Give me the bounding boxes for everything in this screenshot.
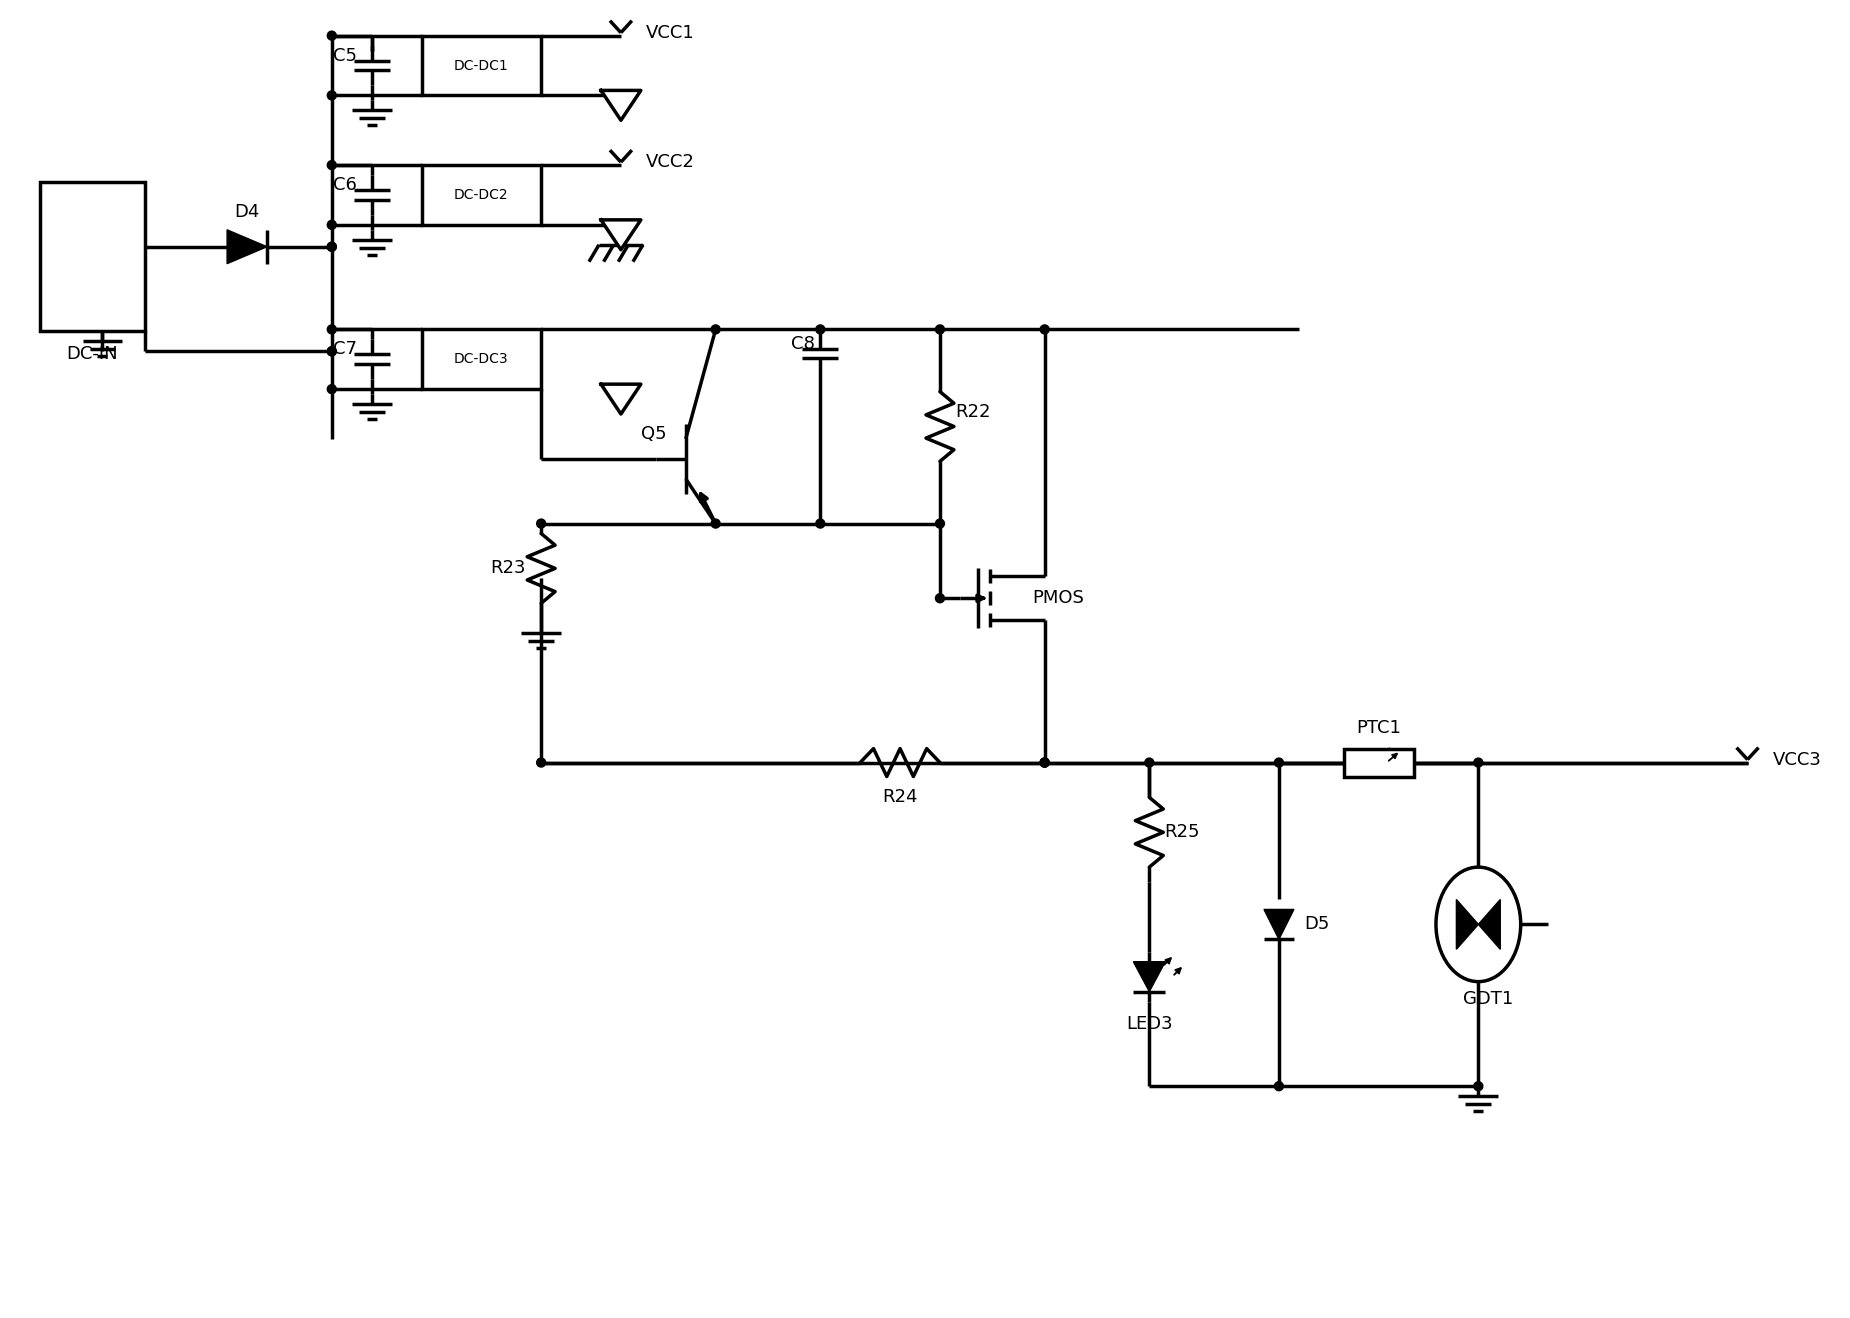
Bar — [422, 330, 542, 389]
Text: DC-IN: DC-IN — [67, 345, 118, 364]
Circle shape — [1040, 758, 1049, 767]
Circle shape — [536, 758, 546, 767]
Circle shape — [327, 326, 337, 333]
Circle shape — [710, 326, 720, 333]
Text: D4: D4 — [235, 203, 259, 221]
Bar — [39, 182, 146, 331]
Circle shape — [327, 385, 337, 394]
Bar — [422, 36, 542, 95]
Text: VCC2: VCC2 — [646, 153, 696, 171]
Polygon shape — [1264, 909, 1293, 940]
Text: GDT1: GDT1 — [1463, 990, 1513, 1008]
Circle shape — [1040, 326, 1049, 333]
Text: DC-DC1: DC-DC1 — [453, 58, 509, 72]
Polygon shape — [1134, 962, 1166, 991]
Circle shape — [1275, 758, 1284, 767]
Circle shape — [936, 519, 945, 529]
Circle shape — [327, 91, 337, 100]
Circle shape — [327, 161, 337, 170]
Circle shape — [327, 243, 337, 252]
Text: DC-DC2: DC-DC2 — [453, 188, 509, 202]
Text: VCC3: VCC3 — [1772, 750, 1820, 768]
Circle shape — [1474, 1082, 1484, 1091]
Circle shape — [816, 326, 825, 333]
Text: C7: C7 — [333, 340, 357, 358]
Circle shape — [1040, 758, 1049, 767]
Text: R22: R22 — [955, 402, 990, 420]
Polygon shape — [601, 91, 640, 120]
Circle shape — [1040, 758, 1049, 767]
Text: VCC1: VCC1 — [646, 24, 694, 42]
Text: R24: R24 — [882, 788, 918, 807]
Text: D5: D5 — [1304, 916, 1330, 933]
Text: R23: R23 — [490, 559, 525, 577]
Circle shape — [1474, 758, 1484, 767]
Circle shape — [936, 326, 945, 333]
Circle shape — [816, 519, 825, 529]
Polygon shape — [1456, 899, 1478, 949]
Circle shape — [327, 32, 337, 40]
Text: R25: R25 — [1164, 824, 1201, 841]
Text: PTC1: PTC1 — [1356, 718, 1400, 737]
Circle shape — [327, 347, 337, 356]
Text: PMOS: PMOS — [1032, 589, 1084, 608]
Text: C8: C8 — [792, 335, 816, 353]
Circle shape — [1145, 758, 1154, 767]
Circle shape — [936, 594, 945, 602]
Circle shape — [536, 519, 546, 529]
Ellipse shape — [1436, 867, 1521, 982]
Text: Q5: Q5 — [640, 424, 666, 443]
Polygon shape — [601, 384, 640, 414]
Bar — [422, 165, 542, 225]
Circle shape — [710, 519, 720, 529]
Polygon shape — [228, 229, 266, 264]
Bar — [1343, 749, 1413, 776]
Text: C5: C5 — [333, 46, 357, 65]
Text: DC-DC3: DC-DC3 — [453, 352, 509, 366]
Circle shape — [1275, 1082, 1284, 1091]
Text: LED3: LED3 — [1127, 1015, 1173, 1033]
Circle shape — [327, 347, 337, 356]
Circle shape — [327, 243, 337, 252]
Circle shape — [327, 220, 337, 229]
Polygon shape — [1478, 899, 1500, 949]
Text: C6: C6 — [333, 177, 357, 194]
Polygon shape — [601, 220, 640, 249]
